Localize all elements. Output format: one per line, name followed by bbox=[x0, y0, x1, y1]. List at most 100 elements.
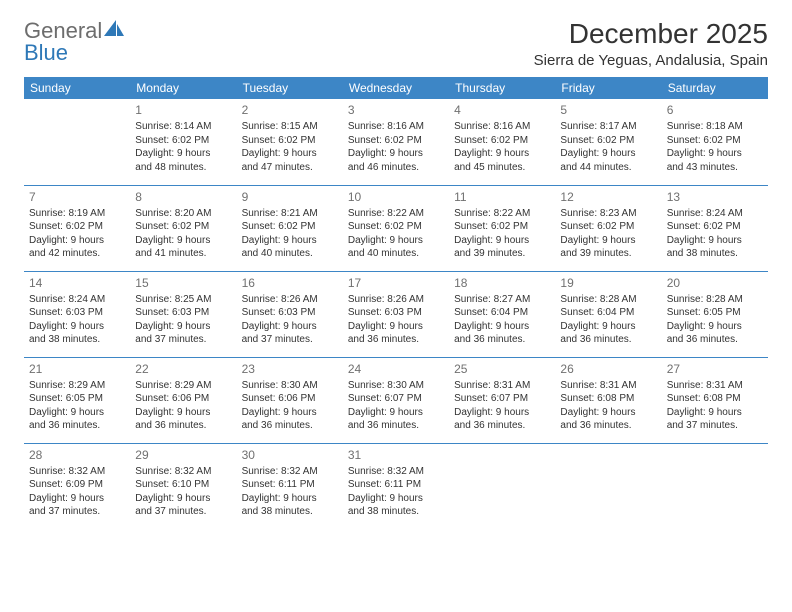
sunrise-text: Sunrise: 8:19 AM bbox=[29, 207, 125, 221]
daylight-text: Daylight: 9 hours bbox=[454, 406, 550, 420]
day-number: 31 bbox=[348, 447, 444, 463]
daylight-text: and 36 minutes. bbox=[348, 419, 444, 433]
month-title: December 2025 bbox=[534, 18, 768, 50]
daylight-text: and 44 minutes. bbox=[560, 161, 656, 175]
day-cell: 12Sunrise: 8:23 AMSunset: 6:02 PMDayligh… bbox=[555, 185, 661, 271]
sunset-text: Sunset: 6:04 PM bbox=[560, 306, 656, 320]
location: Sierra de Yeguas, Andalusia, Spain bbox=[534, 52, 768, 69]
day-number: 29 bbox=[135, 447, 231, 463]
day-cell: 21Sunrise: 8:29 AMSunset: 6:05 PMDayligh… bbox=[24, 357, 130, 443]
day-number: 16 bbox=[242, 275, 338, 291]
sunrise-text: Sunrise: 8:22 AM bbox=[348, 207, 444, 221]
weekday-header: Wednesday bbox=[343, 77, 449, 99]
daylight-text: Daylight: 9 hours bbox=[135, 320, 231, 334]
daylight-text: and 38 minutes. bbox=[348, 505, 444, 519]
daylight-text: Daylight: 9 hours bbox=[242, 492, 338, 506]
day-cell: 14Sunrise: 8:24 AMSunset: 6:03 PMDayligh… bbox=[24, 271, 130, 357]
brand-part2: Blue bbox=[24, 42, 126, 64]
weekday-header-row: Sunday Monday Tuesday Wednesday Thursday… bbox=[24, 77, 768, 99]
day-cell: 5Sunrise: 8:17 AMSunset: 6:02 PMDaylight… bbox=[555, 99, 661, 185]
sunrise-text: Sunrise: 8:23 AM bbox=[560, 207, 656, 221]
weekday-header: Friday bbox=[555, 77, 661, 99]
day-cell: 1Sunrise: 8:14 AMSunset: 6:02 PMDaylight… bbox=[130, 99, 236, 185]
sunset-text: Sunset: 6:02 PM bbox=[348, 220, 444, 234]
sunset-text: Sunset: 6:11 PM bbox=[242, 478, 338, 492]
daylight-text: Daylight: 9 hours bbox=[667, 406, 763, 420]
daylight-text: and 36 minutes. bbox=[242, 419, 338, 433]
daylight-text: Daylight: 9 hours bbox=[242, 147, 338, 161]
daylight-text: Daylight: 9 hours bbox=[560, 147, 656, 161]
sunset-text: Sunset: 6:04 PM bbox=[454, 306, 550, 320]
sunrise-text: Sunrise: 8:26 AM bbox=[242, 293, 338, 307]
brand-logo: General Blue bbox=[24, 18, 126, 64]
daylight-text: Daylight: 9 hours bbox=[348, 320, 444, 334]
sunset-text: Sunset: 6:03 PM bbox=[242, 306, 338, 320]
day-cell: 20Sunrise: 8:28 AMSunset: 6:05 PMDayligh… bbox=[662, 271, 768, 357]
sunrise-text: Sunrise: 8:22 AM bbox=[454, 207, 550, 221]
logo-text-block: General Blue bbox=[24, 18, 126, 64]
sunset-text: Sunset: 6:02 PM bbox=[135, 220, 231, 234]
daylight-text: and 40 minutes. bbox=[348, 247, 444, 261]
day-number: 20 bbox=[667, 275, 763, 291]
daylight-text: Daylight: 9 hours bbox=[348, 406, 444, 420]
sunset-text: Sunset: 6:02 PM bbox=[560, 220, 656, 234]
sunrise-text: Sunrise: 8:31 AM bbox=[560, 379, 656, 393]
week-row: 28Sunrise: 8:32 AMSunset: 6:09 PMDayligh… bbox=[24, 443, 768, 529]
daylight-text: and 45 minutes. bbox=[454, 161, 550, 175]
day-cell: 3Sunrise: 8:16 AMSunset: 6:02 PMDaylight… bbox=[343, 99, 449, 185]
daylight-text: Daylight: 9 hours bbox=[560, 406, 656, 420]
daylight-text: and 37 minutes. bbox=[242, 333, 338, 347]
day-cell: 13Sunrise: 8:24 AMSunset: 6:02 PMDayligh… bbox=[662, 185, 768, 271]
sunset-text: Sunset: 6:02 PM bbox=[29, 220, 125, 234]
sunrise-text: Sunrise: 8:18 AM bbox=[667, 120, 763, 134]
sunset-text: Sunset: 6:02 PM bbox=[135, 134, 231, 148]
sunset-text: Sunset: 6:08 PM bbox=[560, 392, 656, 406]
sunrise-text: Sunrise: 8:27 AM bbox=[454, 293, 550, 307]
daylight-text: Daylight: 9 hours bbox=[29, 406, 125, 420]
day-cell: 6Sunrise: 8:18 AMSunset: 6:02 PMDaylight… bbox=[662, 99, 768, 185]
sunset-text: Sunset: 6:02 PM bbox=[454, 134, 550, 148]
header: General Blue December 2025 Sierra de Yeg… bbox=[24, 18, 768, 69]
daylight-text: and 40 minutes. bbox=[242, 247, 338, 261]
day-number: 13 bbox=[667, 189, 763, 205]
day-cell: 7Sunrise: 8:19 AMSunset: 6:02 PMDaylight… bbox=[24, 185, 130, 271]
sunset-text: Sunset: 6:02 PM bbox=[242, 134, 338, 148]
day-number: 12 bbox=[560, 189, 656, 205]
sunset-text: Sunset: 6:06 PM bbox=[135, 392, 231, 406]
day-cell: 9Sunrise: 8:21 AMSunset: 6:02 PMDaylight… bbox=[237, 185, 343, 271]
sunset-text: Sunset: 6:03 PM bbox=[348, 306, 444, 320]
week-row: 1Sunrise: 8:14 AMSunset: 6:02 PMDaylight… bbox=[24, 99, 768, 185]
day-cell: 30Sunrise: 8:32 AMSunset: 6:11 PMDayligh… bbox=[237, 443, 343, 529]
daylight-text: and 39 minutes. bbox=[560, 247, 656, 261]
daylight-text: Daylight: 9 hours bbox=[667, 320, 763, 334]
day-number: 9 bbox=[242, 189, 338, 205]
daylight-text: Daylight: 9 hours bbox=[454, 234, 550, 248]
day-cell: 2Sunrise: 8:15 AMSunset: 6:02 PMDaylight… bbox=[237, 99, 343, 185]
weekday-header: Saturday bbox=[662, 77, 768, 99]
sunset-text: Sunset: 6:02 PM bbox=[667, 134, 763, 148]
day-number: 10 bbox=[348, 189, 444, 205]
day-number: 1 bbox=[135, 102, 231, 118]
daylight-text: and 41 minutes. bbox=[135, 247, 231, 261]
day-cell: 8Sunrise: 8:20 AMSunset: 6:02 PMDaylight… bbox=[130, 185, 236, 271]
sunset-text: Sunset: 6:02 PM bbox=[560, 134, 656, 148]
daylight-text: Daylight: 9 hours bbox=[348, 234, 444, 248]
daylight-text: and 36 minutes. bbox=[667, 333, 763, 347]
sunset-text: Sunset: 6:02 PM bbox=[667, 220, 763, 234]
weekday-header: Thursday bbox=[449, 77, 555, 99]
daylight-text: Daylight: 9 hours bbox=[454, 320, 550, 334]
sunset-text: Sunset: 6:08 PM bbox=[667, 392, 763, 406]
daylight-text: Daylight: 9 hours bbox=[348, 492, 444, 506]
sunrise-text: Sunrise: 8:28 AM bbox=[667, 293, 763, 307]
day-number: 28 bbox=[29, 447, 125, 463]
day-number: 7 bbox=[29, 189, 125, 205]
day-number: 2 bbox=[242, 102, 338, 118]
daylight-text: and 37 minutes. bbox=[135, 505, 231, 519]
day-number: 3 bbox=[348, 102, 444, 118]
day-number: 14 bbox=[29, 275, 125, 291]
daylight-text: and 36 minutes. bbox=[560, 419, 656, 433]
day-number: 11 bbox=[454, 189, 550, 205]
sunrise-text: Sunrise: 8:30 AM bbox=[348, 379, 444, 393]
sunrise-text: Sunrise: 8:32 AM bbox=[348, 465, 444, 479]
day-cell: 29Sunrise: 8:32 AMSunset: 6:10 PMDayligh… bbox=[130, 443, 236, 529]
